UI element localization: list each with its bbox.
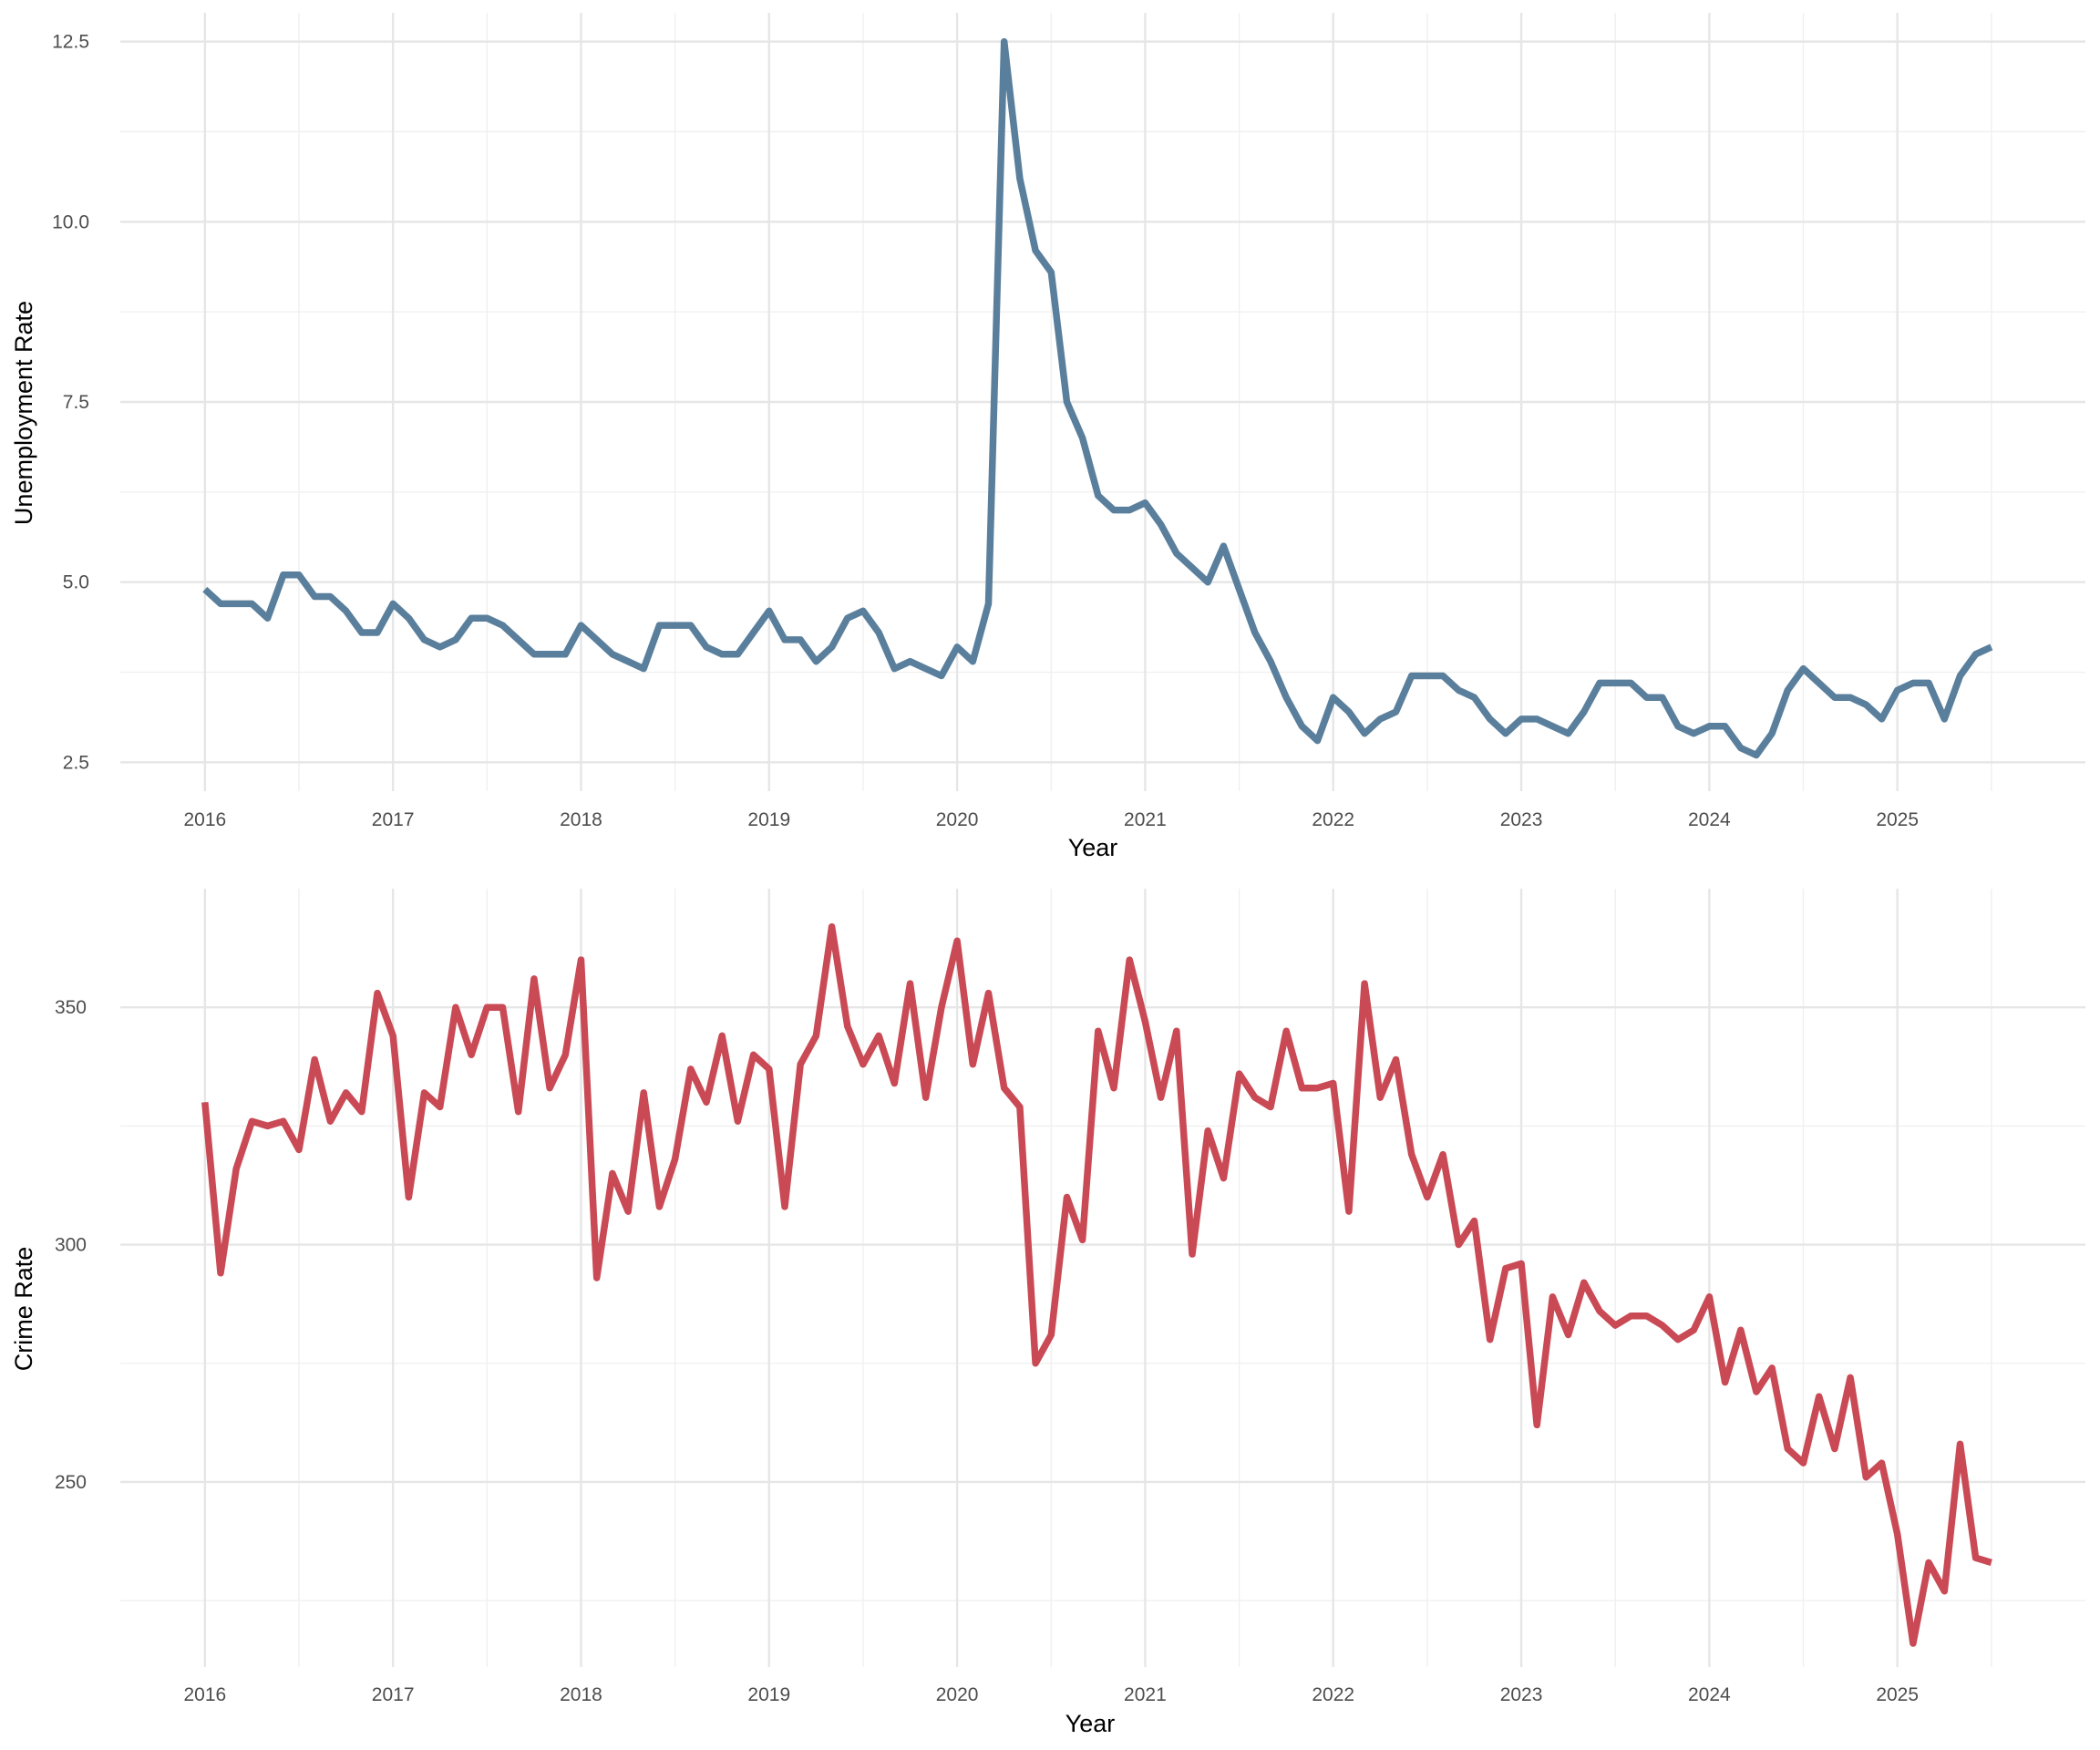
- crime-y-tick-label: 350: [55, 997, 87, 1018]
- unemployment-series-line: [202, 37, 1993, 759]
- unemployment-x-axis: 2016 2017 2018 2019 2020 2021 2022 2023 2024 2025: [183, 809, 1919, 830]
- crime-x-axis-title: Year: [1065, 1710, 1116, 1737]
- unemployment-x-tick-label: 2023: [1500, 809, 1543, 830]
- unemployment-y-tick-label: 5.0: [63, 572, 89, 593]
- crime-x-tick-label: 2017: [372, 1684, 415, 1705]
- crime-x-tick-label: 2022: [1312, 1684, 1354, 1705]
- unemployment-x-tick-label: 2020: [936, 809, 979, 830]
- crime-y-axis-title: Crime Rate: [10, 1247, 37, 1372]
- unemployment-x-tick-label: 2022: [1312, 809, 1354, 830]
- unemployment-x-axis-title: Year: [1068, 834, 1118, 861]
- crime-x-tick-label: 2019: [747, 1684, 790, 1705]
- crime-y-tick-label: 300: [55, 1235, 87, 1256]
- unemployment-x-tick-label: 2018: [560, 809, 602, 830]
- crime-x-tick-label: 2016: [183, 1684, 226, 1705]
- unemployment-x-tick-label: 2021: [1124, 809, 1167, 830]
- unemployment-x-tick-label: 2019: [747, 809, 790, 830]
- unemployment-series: [202, 37, 1993, 759]
- unemployment-y-tick-label: 12.5: [52, 32, 89, 53]
- unemployment-y-tick-label: 2.5: [63, 752, 89, 773]
- unemployment-y-axis: 2.5 5.0 7.5 10.0 12.5: [52, 32, 89, 774]
- crime-grid: [120, 889, 2085, 1667]
- crime-x-tick-label: 2018: [560, 1684, 602, 1705]
- crime-x-tick-label: 2024: [1688, 1684, 1731, 1705]
- unemployment-x-tick-label: 2025: [1876, 809, 1919, 830]
- crime-x-tick-label: 2025: [1876, 1684, 1919, 1705]
- crime-x-tick-label: 2021: [1124, 1684, 1167, 1705]
- unemployment-x-tick-label: 2016: [183, 809, 226, 830]
- unemployment-grid: [120, 13, 2085, 791]
- unemployment-y-tick-label: 10.0: [52, 211, 89, 232]
- crime-series-line: [201, 922, 1992, 1647]
- crime-series: [201, 922, 1992, 1647]
- unemployment-x-tick-label: 2017: [372, 809, 415, 830]
- crime-y-tick-label: 250: [55, 1472, 87, 1493]
- crime-x-tick-label: 2020: [936, 1684, 979, 1705]
- unemployment-y-tick-label: 7.5: [63, 392, 89, 413]
- crime-x-axis: 2016 2017 2018 2019 2020 2021 2022 2023 2024 2025: [183, 1684, 1919, 1705]
- crime-x-tick-label: 2023: [1500, 1684, 1543, 1705]
- unemployment-y-axis-title: Unemployment Rate: [10, 301, 37, 525]
- crime-y-axis: 250 300 350: [55, 997, 87, 1493]
- unemployment-chart: 2.55.07.510.012.5 2016 2017 2018 2019 2020 20…: [10, 13, 2085, 861]
- unemployment-x-tick-label: 2024: [1688, 809, 1731, 830]
